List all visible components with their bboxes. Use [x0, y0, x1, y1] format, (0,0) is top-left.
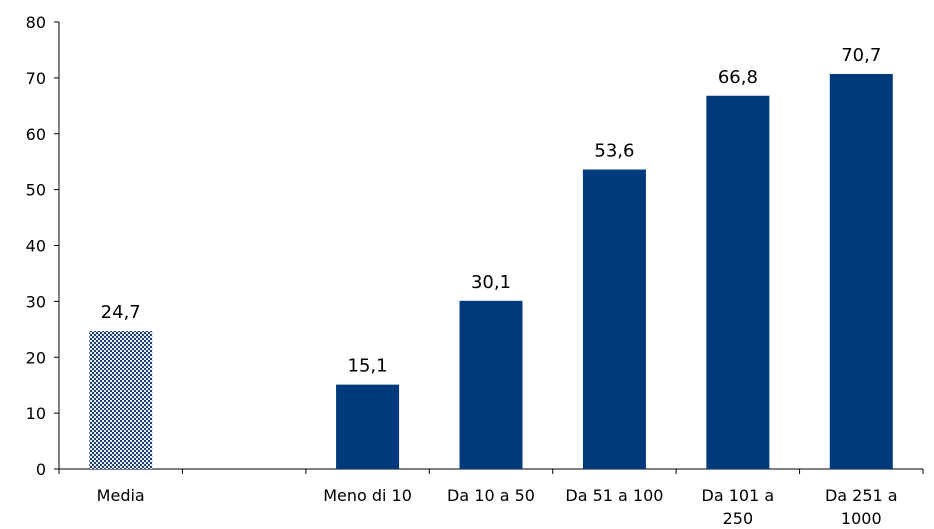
data-label: 15,1 — [348, 356, 388, 377]
bars — [89, 73, 893, 470]
category-label: 250 — [723, 509, 754, 528]
y-tick-label: 20 — [26, 348, 46, 367]
x-axis — [58, 468, 924, 474]
data-label: 66,8 — [718, 67, 758, 88]
category-label: 1000 — [841, 509, 882, 528]
y-tick-label: 60 — [26, 125, 46, 144]
y-tick-label: 0 — [36, 460, 46, 479]
category-label: Da 251 a — [825, 486, 898, 505]
y-tick-label: 40 — [26, 237, 46, 256]
category-label: Media — [97, 486, 145, 505]
bar — [706, 95, 770, 469]
bar-average — [89, 330, 153, 469]
y-tick-label: 50 — [26, 181, 46, 200]
y-tick-label: 70 — [26, 69, 46, 88]
data-label: 30,1 — [471, 272, 511, 293]
bar — [459, 300, 523, 469]
category-label: Da 51 a 100 — [565, 486, 663, 505]
data-label: 70,7 — [841, 45, 881, 66]
category-label: Da 10 a 50 — [447, 486, 535, 505]
y-tick-label: 10 — [26, 404, 46, 423]
bar — [336, 384, 400, 469]
y-tick-label: 80 — [26, 13, 46, 32]
bar — [582, 169, 646, 469]
y-tick-label: 30 — [26, 292, 46, 311]
data-label: 24,7 — [101, 302, 141, 323]
data-label: 53,6 — [594, 141, 634, 162]
category-label: Meno di 10 — [323, 486, 412, 505]
category-labels: Media Meno di 10 Da 10 a 50 Da 51 a 100 Da 1… — [97, 486, 898, 528]
category-label: Da 101 a — [702, 486, 775, 505]
bar — [829, 73, 893, 470]
data-labels: 24,7 15,1 30,1 53,6 66,8 70,7 — [101, 45, 882, 377]
y-axis: 0 10 20 30 40 50 60 70 80 — [26, 13, 60, 479]
